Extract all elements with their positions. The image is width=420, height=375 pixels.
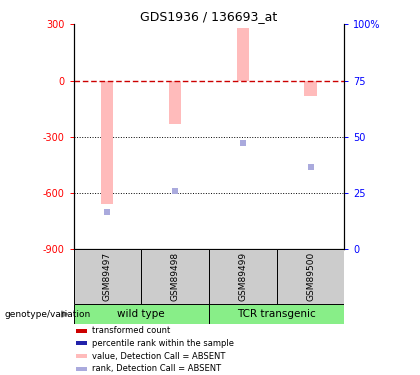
Bar bbox=[74, 304, 209, 324]
Text: wild type: wild type bbox=[118, 309, 165, 319]
Bar bbox=[76, 341, 87, 345]
Text: TCR transgenic: TCR transgenic bbox=[237, 309, 316, 319]
Title: GDS1936 / 136693_at: GDS1936 / 136693_at bbox=[140, 10, 278, 23]
Bar bbox=[74, 249, 141, 304]
Bar bbox=[76, 328, 87, 333]
Text: rank, Detection Call = ABSENT: rank, Detection Call = ABSENT bbox=[92, 364, 222, 373]
Text: value, Detection Call = ABSENT: value, Detection Call = ABSENT bbox=[92, 351, 226, 360]
Bar bbox=[76, 354, 87, 358]
Text: GSM89500: GSM89500 bbox=[306, 252, 315, 301]
Text: GSM89497: GSM89497 bbox=[103, 252, 112, 301]
Bar bbox=[209, 249, 277, 304]
Bar bbox=[101, 81, 113, 204]
Bar bbox=[277, 249, 344, 304]
Text: percentile rank within the sample: percentile rank within the sample bbox=[92, 339, 234, 348]
Text: transformed count: transformed count bbox=[92, 326, 171, 335]
Bar bbox=[76, 367, 87, 371]
Bar bbox=[304, 81, 317, 96]
Bar bbox=[141, 249, 209, 304]
Bar bbox=[169, 81, 181, 124]
Bar bbox=[237, 28, 249, 81]
Text: GSM89499: GSM89499 bbox=[238, 252, 247, 301]
Bar bbox=[209, 304, 344, 324]
Text: genotype/variation: genotype/variation bbox=[4, 310, 90, 319]
Text: GSM89498: GSM89498 bbox=[171, 252, 180, 301]
